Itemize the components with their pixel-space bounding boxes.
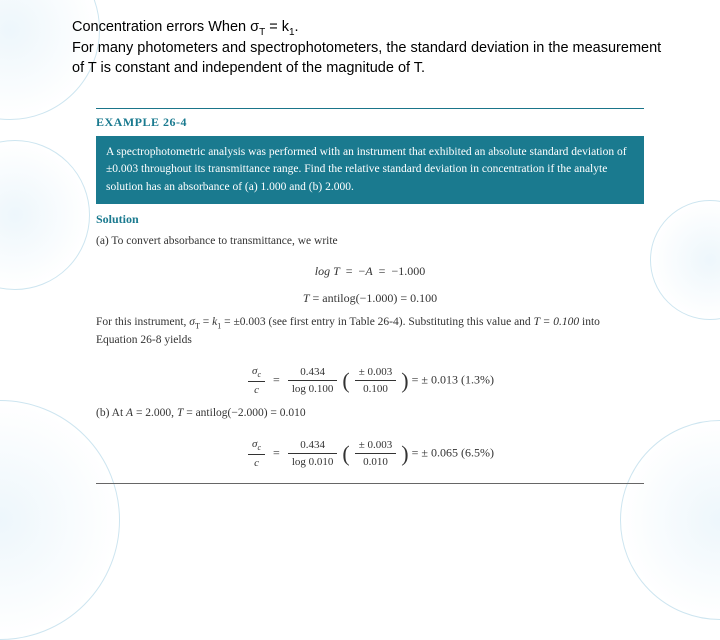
equation-3: σcc = 0.434log 0.100 ( ± 0.0030.100 ) = … xyxy=(96,358,644,404)
example-problem: A spectrophotometric analysis was perfor… xyxy=(96,136,644,204)
part-a-intro: (a) To convert absorbance to transmittan… xyxy=(96,231,644,258)
eq3d2: 0.100 xyxy=(355,381,397,396)
intro-line1c: . xyxy=(295,19,299,35)
intro-line1b: = k xyxy=(265,19,289,35)
example-title: EXAMPLE 26-4 xyxy=(96,109,644,136)
intro-line1a: Concentration errors When σ xyxy=(72,19,259,35)
intro-line2: For many photometers and spectrophotomet… xyxy=(72,40,661,76)
eq4n1: 0.434 xyxy=(288,438,338,454)
eq4-result: = ± 0.065 (6.5%) xyxy=(412,445,494,459)
intro-text: Concentration errors When σT = k1. For m… xyxy=(72,18,662,79)
eq3n2: ± 0.003 xyxy=(355,365,397,381)
eq4n2: ± 0.003 xyxy=(355,438,397,454)
eq3n1: 0.434 xyxy=(288,365,338,381)
eq4d1: log 0.010 xyxy=(288,454,338,469)
part-b-intro: (b) At A = 2.000, T = antilog(−2.000) = … xyxy=(96,403,644,430)
equation-1: log T = −A = −1.000 xyxy=(96,258,644,285)
eq3d1: log 0.100 xyxy=(288,381,338,396)
equation-2: T = antilog(−1.000) = 0.100 xyxy=(96,285,644,312)
part-a-text: For this instrument, σT = k1 = ±0.003 (s… xyxy=(96,312,644,358)
example-box: EXAMPLE 26-4 A spectrophotometric analys… xyxy=(96,108,644,484)
t-val: T = 0.100 xyxy=(534,316,580,328)
pa-t2: (see first entry in Table 26-4). Substit… xyxy=(266,316,534,328)
eq4d2: 0.010 xyxy=(355,454,397,469)
equation-4: σcc = 0.434log 0.010 ( ± 0.0030.010 ) = … xyxy=(96,431,644,483)
bg-decoration xyxy=(650,200,720,320)
eq3-result: = ± 0.013 (1.3%) xyxy=(412,372,494,386)
k1-val: = ±0.003 xyxy=(221,316,265,328)
pa-t1: For this instrument, xyxy=(96,316,189,328)
solution-label: Solution xyxy=(96,204,644,231)
bg-decoration xyxy=(0,140,90,290)
